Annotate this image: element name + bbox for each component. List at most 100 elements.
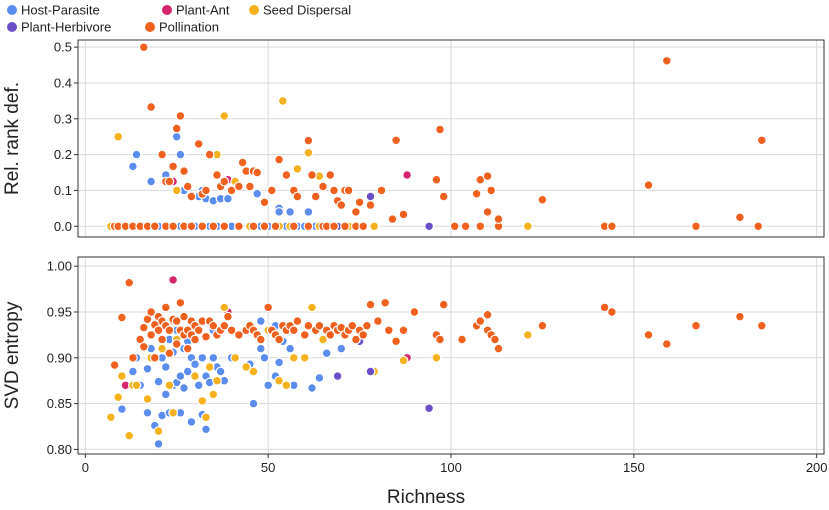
y-tick-label: 0.5 bbox=[54, 40, 72, 55]
point-host-parasite bbox=[274, 357, 285, 368]
point-pollination bbox=[475, 221, 486, 232]
point-pollination bbox=[314, 320, 325, 331]
point-seed-dispersal bbox=[105, 412, 116, 423]
point-plant-herbivore bbox=[365, 366, 376, 377]
point-pollination bbox=[201, 331, 211, 342]
point-seed-dispersal bbox=[522, 221, 533, 232]
point-pollination bbox=[197, 221, 208, 232]
point-pollination bbox=[274, 154, 285, 165]
point-host-parasite bbox=[175, 149, 186, 160]
point-pollination bbox=[146, 102, 157, 112]
point-pollination bbox=[281, 170, 292, 180]
point-host-parasite bbox=[153, 376, 164, 387]
point-plant-ant bbox=[402, 170, 413, 180]
point-seed-dispersal bbox=[153, 426, 164, 437]
point-seed-dispersal bbox=[168, 407, 179, 418]
point-pollination bbox=[274, 334, 285, 345]
legend-label-seed-dispersal: Seed Dispersal bbox=[263, 3, 351, 18]
point-seed-dispersal bbox=[113, 131, 124, 142]
point-host-parasite bbox=[182, 366, 193, 377]
y-tick-label: 0.4 bbox=[54, 75, 72, 90]
point-host-parasite bbox=[171, 131, 182, 142]
point-seed-dispersal bbox=[201, 412, 211, 423]
point-host-parasite bbox=[146, 176, 157, 187]
point-pollination bbox=[219, 221, 230, 232]
point-pollination bbox=[244, 181, 255, 192]
point-host-parasite bbox=[131, 149, 142, 160]
point-pollination bbox=[233, 221, 244, 232]
point-seed-dispersal bbox=[369, 221, 380, 232]
point-plant-herbivore bbox=[424, 403, 435, 414]
point-host-parasite bbox=[222, 193, 233, 204]
point-seed-dispersal bbox=[248, 366, 259, 377]
point-pollination bbox=[471, 188, 482, 199]
point-pollination bbox=[398, 325, 409, 336]
point-pollination bbox=[208, 221, 219, 232]
point-host-parasite bbox=[190, 359, 200, 370]
point-host-parasite bbox=[307, 383, 317, 393]
point-pollination bbox=[124, 277, 135, 288]
point-pollination bbox=[109, 360, 120, 371]
point-pollination bbox=[354, 197, 365, 208]
point-pollination bbox=[438, 299, 449, 310]
point-pollination bbox=[435, 334, 445, 345]
point-pollination bbox=[347, 320, 358, 331]
legend-item-pollination: Pollination bbox=[145, 20, 219, 35]
x-tick-label: 50 bbox=[261, 460, 275, 475]
point-host-parasite bbox=[160, 389, 171, 400]
point-pollination bbox=[248, 221, 259, 232]
point-pollination bbox=[336, 200, 347, 211]
point-host-parasite bbox=[197, 352, 208, 363]
point-host-parasite bbox=[336, 343, 347, 354]
point-seed-dispersal bbox=[171, 185, 182, 196]
point-pollination bbox=[325, 330, 336, 340]
point-seed-dispersal bbox=[299, 352, 310, 363]
point-pollination bbox=[391, 336, 402, 347]
point-seed-dispersal bbox=[212, 375, 222, 386]
point-host-parasite bbox=[186, 417, 197, 427]
y-tick-label: 1.00 bbox=[47, 259, 72, 274]
point-pollination bbox=[661, 55, 672, 66]
point-pollination bbox=[292, 191, 303, 202]
point-pollination bbox=[299, 330, 310, 340]
point-pollination bbox=[127, 352, 138, 363]
point-seed-dispersal bbox=[288, 352, 299, 363]
point-pollination bbox=[164, 348, 175, 359]
point-pollination bbox=[607, 307, 617, 317]
point-pollination bbox=[303, 221, 314, 232]
point-seed-dispersal bbox=[164, 380, 175, 391]
y-tick-label: 0.3 bbox=[54, 111, 72, 126]
point-pollination bbox=[270, 221, 281, 232]
point-pollination bbox=[735, 212, 745, 223]
svd-entropy-panel: 0.80 0.85 0.90 0.95 1.00 SVD entropy bbox=[2, 256, 825, 457]
point-pollination bbox=[193, 138, 204, 149]
point-seed-dispersal bbox=[204, 362, 215, 372]
point-pollination bbox=[318, 181, 328, 192]
point-host-parasite bbox=[179, 383, 189, 393]
point-host-parasite bbox=[160, 362, 171, 372]
point-host-parasite bbox=[255, 343, 266, 354]
point-pollination bbox=[380, 297, 391, 308]
point-pollination bbox=[409, 307, 420, 317]
point-pollination bbox=[116, 312, 127, 323]
x-tick-label: 150 bbox=[623, 460, 645, 475]
legend-item-plant-herbivore: Plant-Herbivore bbox=[7, 20, 111, 35]
point-pollination bbox=[171, 339, 182, 349]
point-host-parasite bbox=[285, 206, 296, 217]
point-pollination bbox=[219, 320, 230, 331]
point-plant-ant bbox=[168, 275, 179, 285]
data-points bbox=[105, 42, 767, 232]
point-seed-dispersal bbox=[303, 147, 314, 158]
point-pollination bbox=[431, 174, 442, 185]
legend-marker-plant-herbivore bbox=[7, 22, 17, 32]
point-seed-dispersal bbox=[113, 392, 124, 403]
point-pollination bbox=[204, 149, 215, 160]
point-pollination bbox=[175, 110, 186, 121]
point-plant-herbivore bbox=[365, 191, 376, 202]
grid-lines bbox=[78, 40, 824, 237]
point-pollination bbox=[358, 221, 369, 232]
x-tick-label: 200 bbox=[806, 460, 828, 475]
point-pollination bbox=[259, 197, 270, 208]
point-pollination bbox=[149, 221, 160, 232]
